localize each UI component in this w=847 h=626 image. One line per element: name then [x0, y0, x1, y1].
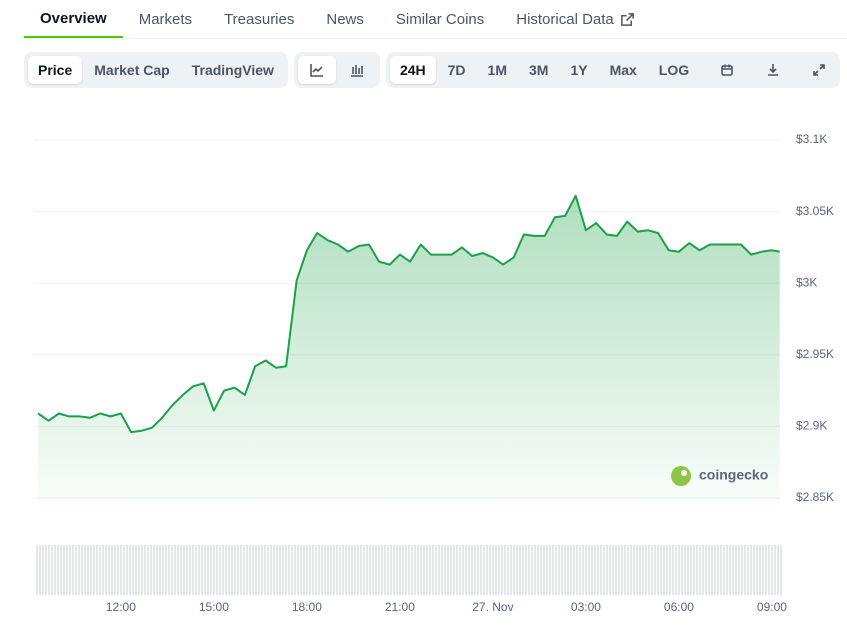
range-button-label: 7D — [447, 62, 466, 78]
x-tick-label: 09:00 — [757, 600, 787, 614]
range-button[interactable]: 24H — [389, 56, 436, 84]
volume-bars — [35, 545, 782, 595]
range-button[interactable]: Max — [600, 56, 647, 84]
external-link-icon — [620, 12, 634, 26]
tab-label: Similar Coins — [395, 10, 485, 28]
tab[interactable]: Similar Coins — [380, 0, 500, 38]
x-tick-label: 06:00 — [664, 600, 694, 614]
range-button[interactable]: 1M — [478, 56, 517, 84]
range-button-label: LOG — [658, 62, 690, 78]
view-button-label: Price — [38, 62, 73, 78]
y-tick-label: $2.95K — [796, 347, 834, 361]
range-button[interactable]: LOG — [649, 56, 699, 84]
tab-bar: Overview Markets Treasuries News Similar Coi… — [24, 0, 847, 39]
candle-chart-button[interactable] — [338, 56, 376, 84]
tab-label: Treasuries — [224, 10, 295, 28]
watermark-text: coingecko — [699, 467, 768, 483]
price-line — [37, 194, 780, 434]
view-button-label: TradingView — [191, 62, 274, 78]
chart-style-group — [293, 52, 380, 88]
range-group: 24H 7D 1M 3M 1Y Max LOG — [385, 52, 840, 88]
view-button[interactable]: Price — [28, 56, 83, 84]
fullscreen-button[interactable] — [801, 56, 836, 84]
tab[interactable]: Historical Data — [500, 0, 651, 38]
tab-label: News — [326, 10, 364, 28]
range-button-label: 1M — [487, 62, 507, 78]
range-button[interactable]: 7D — [438, 56, 476, 84]
line-chart-button[interactable] — [297, 56, 336, 84]
range-button-label: 3M — [528, 62, 549, 78]
view-button[interactable]: TradingView — [182, 56, 284, 84]
calendar-button-icon — [721, 64, 734, 76]
calendar-button[interactable] — [710, 56, 745, 84]
y-tick-label: $3K — [796, 275, 817, 289]
x-tick-label: 15:00 — [199, 600, 229, 614]
range-button[interactable]: 1Y — [560, 56, 597, 84]
toolbar: Price Market Cap TradingView 24H 7D 1M 3M 1Y Ma… — [24, 52, 840, 88]
watermark-icon — [671, 466, 691, 486]
tab[interactable]: Markets — [123, 0, 208, 38]
y-tick-label: $2.85K — [796, 490, 834, 504]
x-tick-label: 27. Nov — [472, 600, 513, 614]
y-tick-label: $3.1K — [796, 132, 827, 146]
x-tick-label: 03:00 — [571, 600, 601, 614]
view-button-label: Market Cap — [94, 62, 170, 78]
watermark: coingecko — [671, 466, 768, 486]
view-button[interactable]: Market Cap — [84, 56, 179, 84]
range-button-label: 1Y — [570, 62, 588, 78]
x-tick-label: 18:00 — [292, 600, 322, 614]
range-button-label: Max — [609, 62, 637, 78]
y-tick-label: $3.05K — [796, 204, 834, 218]
download-button-icon — [768, 64, 779, 76]
tab[interactable]: News — [310, 0, 380, 38]
range-button-label: 24H — [399, 62, 426, 78]
view-group: Price Market Cap TradingView — [24, 52, 288, 88]
x-tick-label: 12:00 — [106, 600, 136, 614]
range-button[interactable]: 3M — [519, 56, 558, 84]
download-button[interactable] — [756, 56, 791, 84]
price-area — [38, 195, 780, 506]
fullscreen-button-icon — [812, 64, 825, 76]
tab[interactable]: Overview — [24, 0, 123, 38]
y-tick-label: $2.9K — [796, 419, 827, 433]
x-tick-label: 21:00 — [385, 600, 415, 614]
tab-label: Historical Data — [516, 10, 614, 28]
watermark-icon-eye — [681, 470, 687, 476]
tab-label: Markets — [138, 10, 193, 28]
tab[interactable]: Treasuries — [208, 0, 310, 38]
tab-label: Overview — [40, 9, 107, 27]
